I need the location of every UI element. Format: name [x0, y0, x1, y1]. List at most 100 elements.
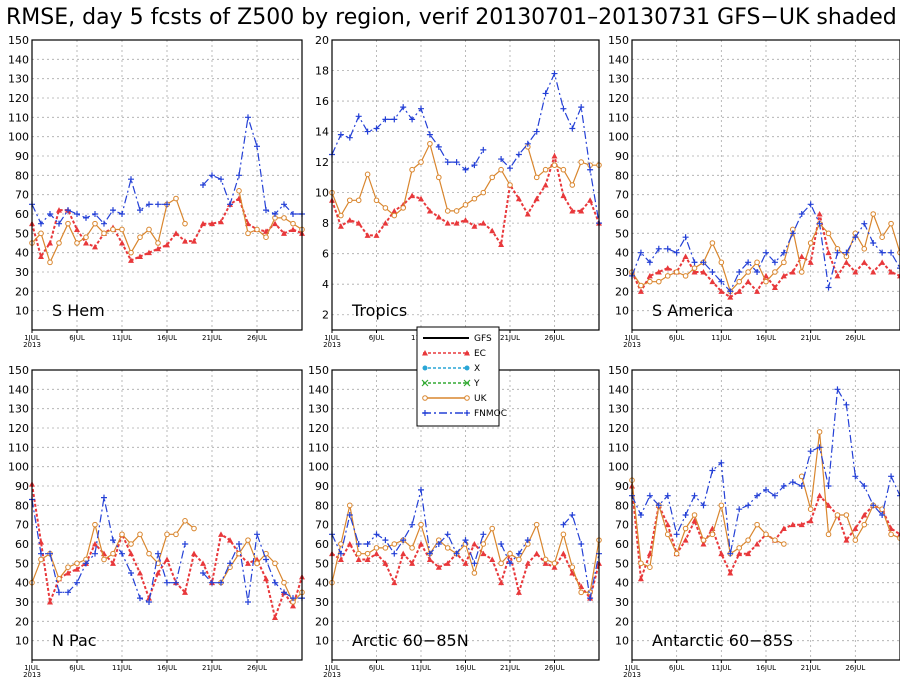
y-tick-label: 30: [15, 596, 29, 609]
data-point: [870, 502, 877, 509]
data-point: [879, 512, 886, 518]
data-point: [355, 220, 362, 226]
x-tick-label: 6JUL: [669, 334, 685, 342]
legend-item-x: X: [422, 364, 480, 374]
data-point: [400, 104, 407, 111]
data-point: [507, 182, 513, 188]
data-point: [418, 105, 424, 112]
data-point: [56, 240, 62, 246]
data-point: [798, 483, 805, 489]
data-point: [74, 579, 80, 586]
data-point: [427, 140, 433, 147]
data-point: [798, 521, 805, 528]
y-tick-label: 90: [15, 480, 29, 493]
data-point: [65, 220, 71, 227]
data-point: [173, 230, 179, 236]
data-point: [38, 550, 44, 557]
data-point: [400, 537, 407, 544]
y-tick-label: 10: [315, 635, 329, 648]
data-point: [754, 492, 761, 499]
data-point: [498, 241, 505, 248]
y-tick-label: 50: [615, 557, 629, 570]
series-line: [202, 117, 302, 215]
y-tick-label: 12: [315, 156, 329, 169]
data-point: [498, 560, 504, 567]
data-point: [281, 579, 287, 586]
series-uk: [329, 140, 602, 219]
y-tick-label: 150: [8, 364, 29, 377]
y-tick-label: 40: [315, 577, 329, 590]
data-point: [364, 541, 371, 547]
data-point: [56, 207, 62, 213]
data-point: [110, 537, 116, 544]
data-point: [763, 249, 769, 256]
data-point: [263, 207, 269, 214]
data-point: [338, 541, 344, 547]
data-point: [825, 284, 832, 291]
y-tick-label: 30: [615, 596, 629, 609]
chart-panel-2: 24681012141618201JUL6JUL11JUL16JUL21JUL2…: [315, 34, 602, 349]
data-point: [453, 159, 460, 166]
data-point: [637, 512, 644, 518]
data-point: [789, 230, 796, 237]
data-point: [542, 166, 549, 173]
data-point: [789, 521, 796, 528]
y-tick-label: 120: [8, 422, 29, 435]
legend-marker: [463, 379, 471, 387]
data-point: [691, 517, 698, 524]
legend-item-fnmoc: FNMOC: [422, 409, 507, 419]
x-tick-label: 6JUL: [369, 334, 385, 342]
y-tick-label: 40: [615, 577, 629, 590]
data-point: [780, 483, 787, 489]
y-tick-label: 50: [615, 227, 629, 240]
legend-marker: [464, 395, 470, 401]
data-point: [263, 556, 269, 563]
data-point: [47, 211, 53, 217]
data-point: [498, 541, 505, 547]
data-point: [736, 550, 743, 557]
data-point: [146, 201, 152, 208]
region-label: Tropics: [351, 301, 407, 320]
data-point: [444, 220, 451, 226]
data-point: [480, 550, 487, 557]
data-point: [47, 240, 53, 246]
x-tick-label: 16JUL: [456, 664, 476, 672]
data-point: [462, 202, 469, 208]
y-tick-label: 140: [608, 53, 629, 66]
y-tick-label: 20: [615, 615, 629, 628]
data-point: [83, 560, 89, 567]
y-tick-label: 90: [615, 150, 629, 163]
data-point: [355, 113, 362, 120]
data-point: [281, 201, 287, 208]
data-point: [682, 537, 689, 543]
data-point: [236, 172, 242, 179]
data-point: [409, 116, 416, 123]
data-point: [373, 531, 380, 538]
data-point: [560, 550, 567, 557]
y-tick-label: 130: [8, 403, 29, 416]
data-point: [637, 249, 644, 256]
data-point: [763, 486, 769, 493]
region-label: Antarctic 60−85S: [652, 631, 793, 650]
data-point: [65, 564, 71, 571]
data-point: [709, 240, 716, 246]
y-tick-label: 60: [15, 208, 29, 221]
data-point: [119, 240, 125, 246]
data-point: [155, 570, 161, 576]
data-point: [754, 269, 761, 275]
data-point: [355, 550, 362, 557]
x-year-label: 2013: [623, 671, 641, 679]
data-point: [245, 114, 251, 121]
data-point: [754, 259, 760, 266]
data-point: [772, 537, 778, 543]
y-tick-label: 100: [308, 461, 329, 474]
data-point: [83, 240, 89, 246]
data-point: [816, 220, 823, 227]
data-point: [516, 556, 522, 563]
data-point: [524, 560, 531, 566]
data-point: [409, 166, 415, 173]
data-point: [364, 171, 371, 178]
legend-item-gfs: GFS: [423, 334, 492, 344]
data-point: [146, 226, 152, 233]
data-point: [137, 595, 143, 602]
